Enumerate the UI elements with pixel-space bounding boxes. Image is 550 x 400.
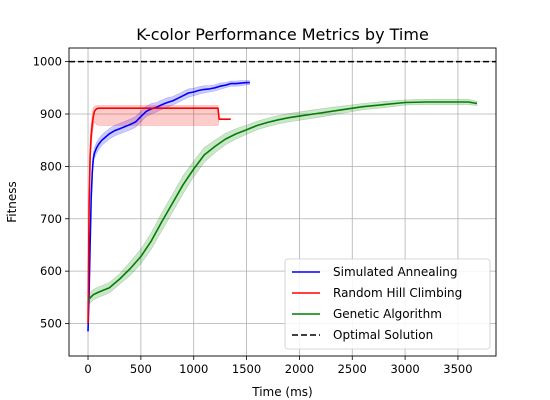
- y-tick-label: 500: [40, 317, 62, 331]
- x-tick-label: 3000: [390, 362, 419, 376]
- series-line: [87, 107, 231, 324]
- x-tick-label: 3500: [443, 362, 472, 376]
- y-axis-label: Fitness: [5, 181, 19, 223]
- series-band: [87, 99, 478, 306]
- plot-frame: [68, 47, 497, 357]
- legend-label: Random Hill Climbing: [333, 286, 462, 300]
- legend-box: [284, 258, 491, 350]
- legend-label: Genetic Algorithm: [333, 307, 442, 321]
- x-tick-label: 1000: [179, 362, 208, 376]
- legend-label: Optimal Solution: [333, 328, 433, 342]
- y-tick-label: 700: [40, 212, 62, 226]
- y-tick-label: 800: [40, 159, 62, 173]
- x-tick-label: 1500: [232, 362, 261, 376]
- series-line: [87, 101, 478, 301]
- legend-label: Simulated Annealing: [333, 265, 458, 279]
- axis-ticks: 0 500 1000 1500 2000 2500 3000 3500 500 600 700 800…: [33, 55, 473, 376]
- y-tick-label: 600: [40, 264, 62, 278]
- x-axis-label: Time (ms): [251, 385, 313, 399]
- y-tick-label: 900: [40, 107, 62, 121]
- x-tick-label: 500: [130, 362, 152, 376]
- series-band: [87, 105, 231, 324]
- x-tick-label: 0: [84, 362, 91, 376]
- series-lines: [87, 81, 478, 332]
- x-tick-label: 2000: [285, 362, 314, 376]
- legend: Simulated Annealing Random Hill Climbing G…: [284, 258, 491, 350]
- x-tick-label: 2500: [338, 362, 367, 376]
- y-tick-label: 1000: [33, 55, 62, 69]
- chart-title: K-color Performance Metrics by Time: [136, 25, 429, 44]
